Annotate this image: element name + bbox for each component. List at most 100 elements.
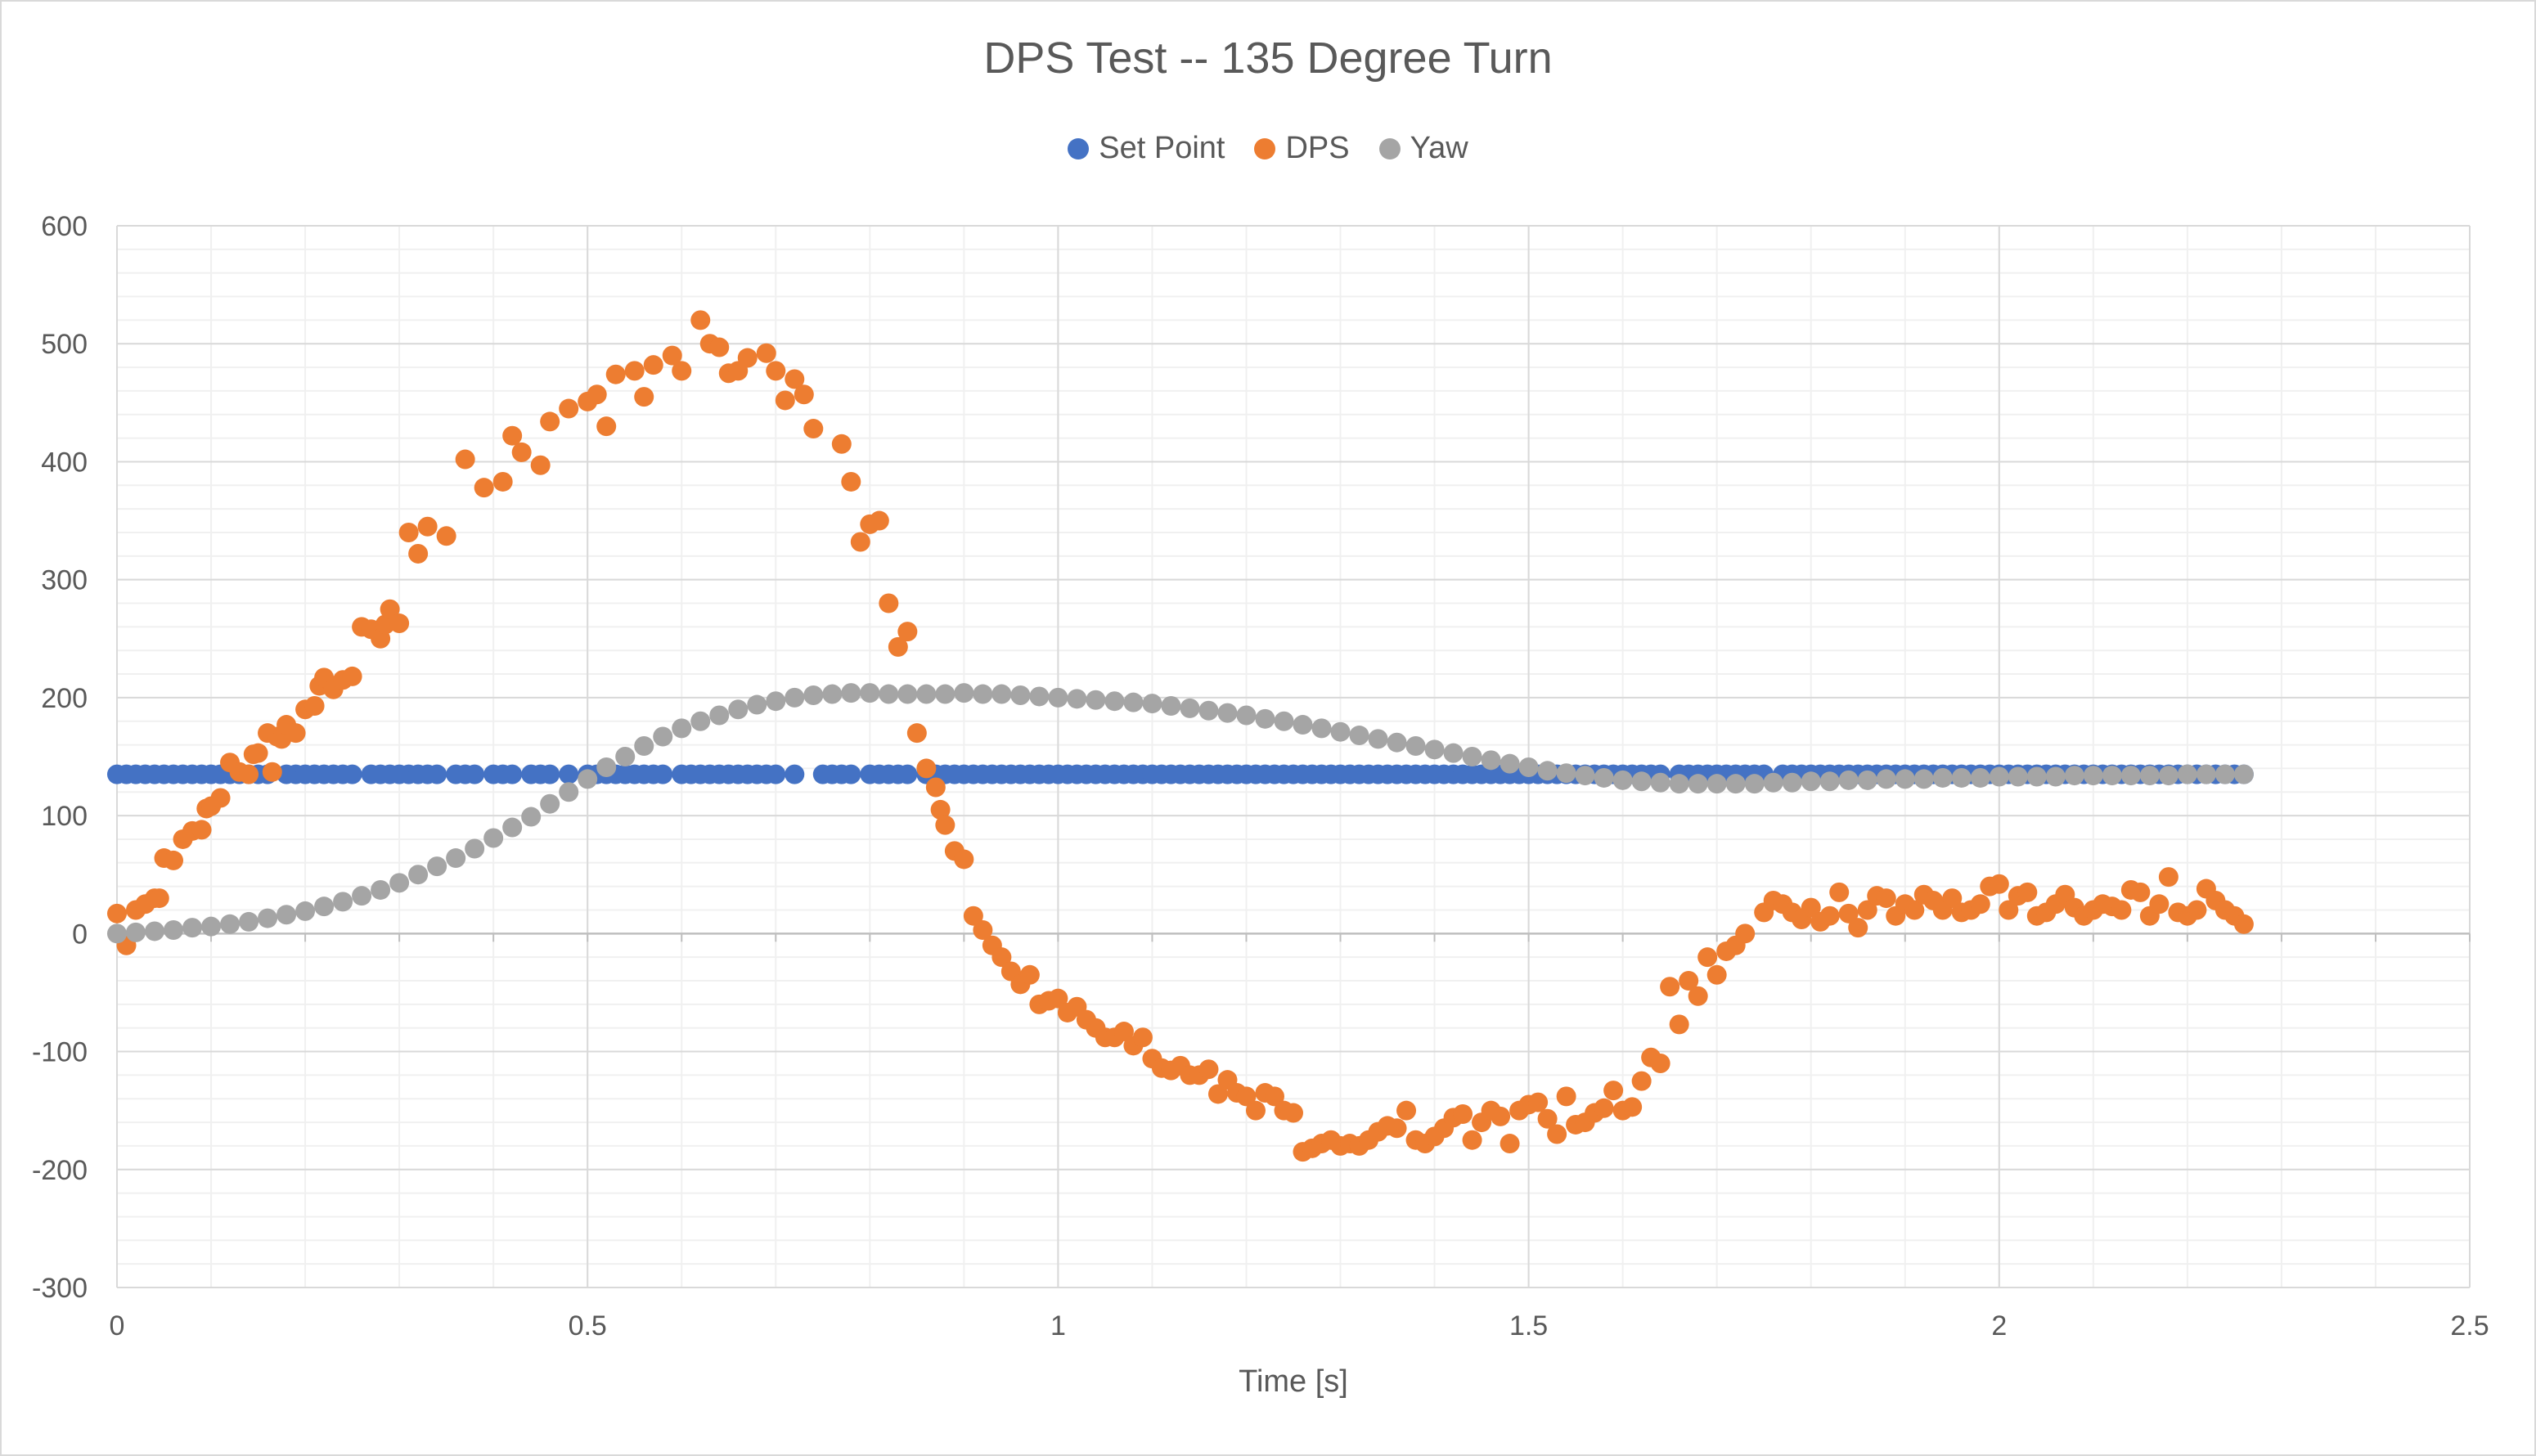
point-dps [304,695,325,716]
point-yaw [2196,764,2216,784]
point-set-point [653,764,673,784]
point-set-point [342,764,362,784]
point-dps [954,849,974,870]
point-yaw [1104,691,1125,712]
point-dps [436,526,456,546]
point-dps [1622,1097,1643,1117]
point-dps [1396,1100,1417,1121]
point-dps [1848,918,1868,938]
point-yaw [2008,766,2028,787]
point-dps [149,888,169,909]
point-yaw [1274,711,1294,731]
point-dps [925,777,946,798]
x-tick-label: 2 [1991,1310,2007,1341]
point-dps [342,666,362,686]
point-yaw [1819,771,1840,792]
point-dps [164,850,184,870]
point-dps [1838,903,1859,923]
point-yaw [1161,695,1181,716]
point-dps [1669,1014,1689,1035]
legend: Set Point DPS Yaw [0,131,2536,166]
point-dps [2111,900,2132,920]
point-dps [973,920,993,941]
point-yaw [1556,763,1576,784]
point-yaw [2064,766,2084,786]
point-yaw [408,865,429,885]
point-dps [1547,1124,1567,1144]
point-yaw [446,848,466,869]
point-dps [389,613,410,634]
point-dps [1697,947,1718,968]
point-dps [897,622,918,642]
legend-item-set-point: Set Point [1068,131,1225,166]
point-yaw [201,916,222,937]
point-dps [210,788,231,808]
point-yaw [2215,764,2235,784]
point-yaw [1725,774,1746,794]
point-dps [1876,888,1896,909]
point-yaw [2177,764,2197,784]
point-yaw [1010,685,1031,706]
point-yaw [1180,698,1200,718]
point-dps [643,355,663,375]
point-dps [1829,882,1850,902]
point-set-point [427,764,447,784]
point-yaw [502,817,523,838]
point-dps [2158,867,2179,888]
point-yaw [860,683,880,703]
point-dps [662,345,682,366]
point-dps [492,471,513,492]
point-yaw [578,769,598,789]
legend-swatch-yaw [1378,137,1401,160]
point-dps [930,799,951,820]
point-yaw [1913,769,1934,789]
point-dps [1462,1130,1482,1150]
point-dps [794,384,814,405]
point-dps [1387,1118,1407,1139]
point-set-point [785,764,805,784]
point-yaw [2102,766,2122,786]
point-yaw [427,856,447,877]
point-yaw [1876,769,1896,789]
x-axis-label: Time [s] [1239,1364,1348,1399]
point-dps [756,343,776,363]
point-dps [1019,964,1040,985]
point-yaw [1518,757,1539,777]
point-yaw [465,838,485,859]
point-yaw [277,905,297,925]
point-dps [1491,1106,1511,1126]
point-dps [1942,888,1963,909]
point-dps [1801,897,1821,918]
legend-label-yaw: Yaw [1410,131,1468,165]
point-dps [766,361,786,381]
point-dps [474,478,494,498]
point-dps [540,411,560,432]
point-dps [1631,1071,1652,1091]
point-yaw [1086,690,1106,710]
point-dps [1132,1027,1153,1048]
point-yaw [333,892,353,912]
point-yaw [766,691,786,712]
y-tick-label: 600 [41,211,88,242]
point-yaw [1932,767,1953,788]
point-dps [2017,882,2038,902]
point-set-point [766,764,786,784]
point-dps [375,614,395,635]
point-set-point [502,764,523,784]
point-dps [672,361,692,381]
y-tick-label: 300 [41,565,88,596]
point-yaw [2045,766,2066,787]
point-yaw [672,718,692,739]
point-yaw [1424,739,1445,760]
point-yaw [1198,700,1219,721]
y-tick-label: -200 [32,1155,88,1186]
point-yaw [747,694,767,715]
point-yaw [1575,766,1595,786]
point-yaw [126,922,146,942]
point-dps [605,364,626,384]
point-yaw [1443,743,1464,763]
point-dps [1857,900,1877,920]
point-yaw [1951,767,1972,788]
point-dps [1528,1092,1549,1112]
point-set-point [559,764,579,784]
